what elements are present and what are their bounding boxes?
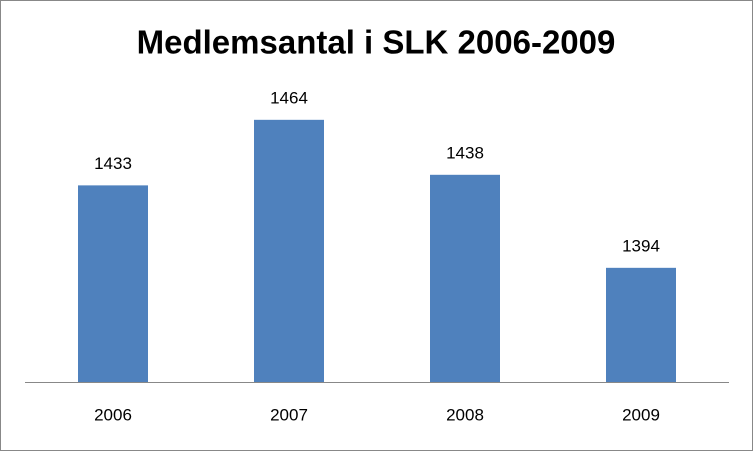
x-tick-label: 2008 bbox=[446, 405, 484, 424]
value-label: 1394 bbox=[622, 236, 660, 255]
bar bbox=[606, 267, 676, 382]
value-label: 1438 bbox=[446, 143, 484, 162]
value-label: 1464 bbox=[270, 88, 308, 107]
x-tick-label: 2007 bbox=[270, 405, 308, 424]
x-tick-label: 2006 bbox=[94, 405, 132, 424]
chart-title: Medlemsantal i SLK 2006-2009 bbox=[137, 24, 616, 61]
x-tick-label: 2009 bbox=[622, 405, 660, 424]
bar bbox=[78, 185, 148, 382]
value-label: 1433 bbox=[94, 154, 132, 173]
bar bbox=[254, 119, 324, 382]
bar bbox=[430, 174, 500, 382]
